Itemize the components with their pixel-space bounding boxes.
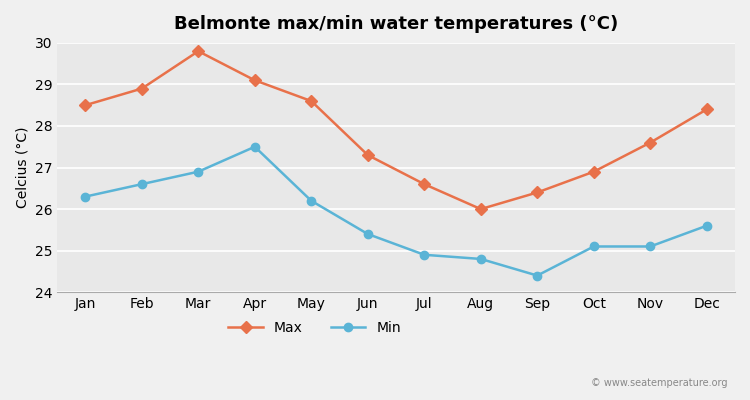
Y-axis label: Celcius (°C): Celcius (°C) <box>15 127 29 208</box>
Legend: Max, Min: Max, Min <box>223 315 406 340</box>
Text: © www.seatemperature.org: © www.seatemperature.org <box>591 378 728 388</box>
Title: Belmonte max/min water temperatures (°C): Belmonte max/min water temperatures (°C) <box>174 15 618 33</box>
